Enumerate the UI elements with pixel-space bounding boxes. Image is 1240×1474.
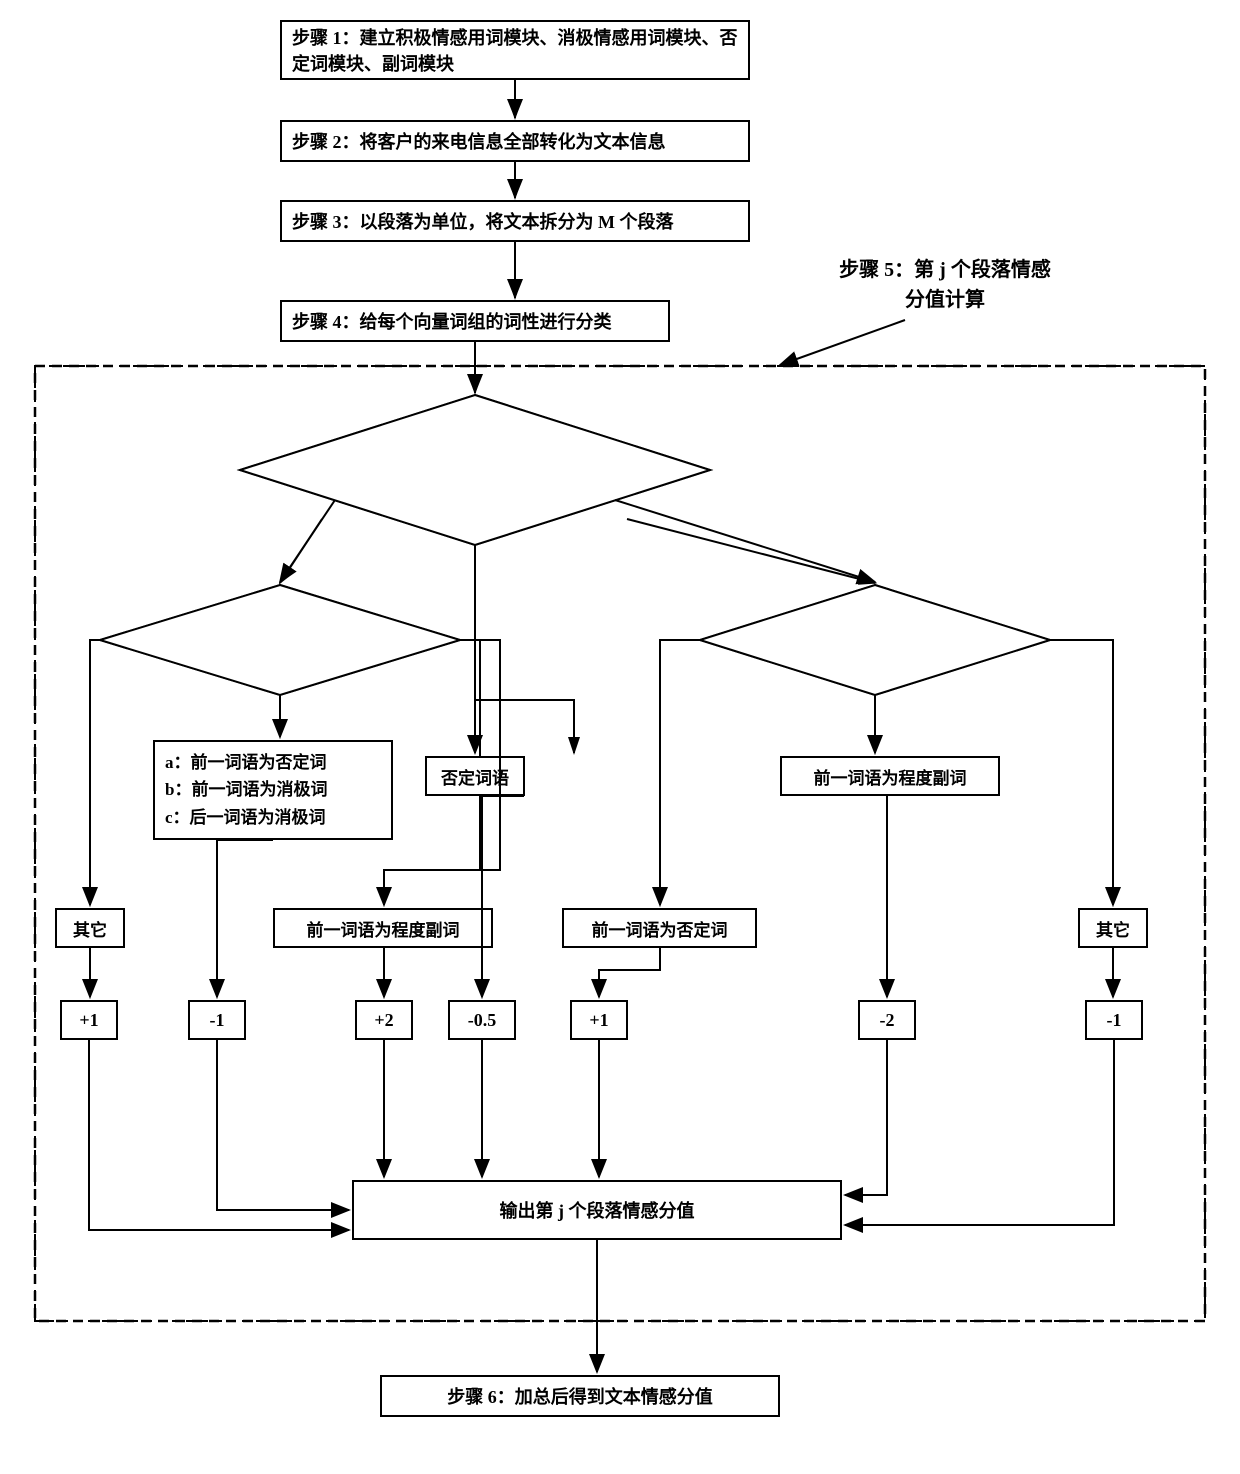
diagram-lines xyxy=(0,0,1240,1474)
